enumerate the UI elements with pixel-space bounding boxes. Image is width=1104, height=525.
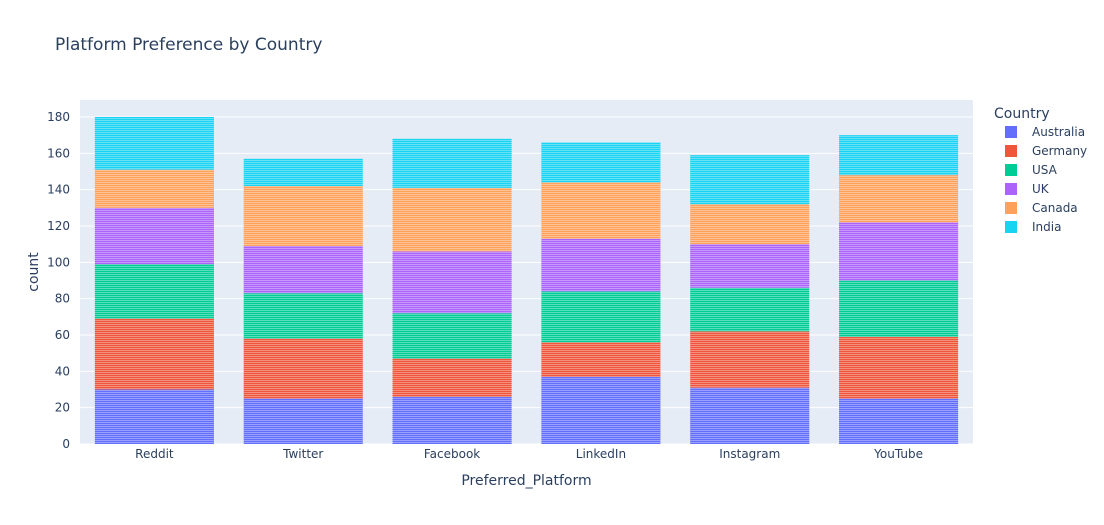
bar-segment-texture [690,287,810,332]
y-tick-labels: 0 20 40 60 80 100 120 140 160 180 [47,110,70,451]
legend-swatch[interactable] [1005,183,1017,195]
bar-segment-texture [690,155,810,205]
bar-segment-texture [839,135,959,176]
bar-segment-texture [541,142,661,183]
bar-segment-texture [243,245,363,294]
legend-swatch[interactable] [1005,145,1017,157]
bar-segment-texture [392,138,512,188]
legend-title: Country [994,106,1050,122]
bar-segment-texture [839,398,959,444]
legend-label[interactable]: India [1032,220,1061,234]
bar-segment-texture [94,318,214,390]
bar-segment-texture [690,204,810,245]
bar-segment-texture [243,398,363,444]
legend-label[interactable]: Germany [1032,144,1087,158]
bar-segment-texture [94,389,214,444]
y-tick-label: 20 [55,401,70,415]
y-tick-label: 160 [47,146,70,160]
legend-label[interactable]: UK [1032,182,1050,196]
gridlines [80,116,973,445]
y-tick-label: 140 [47,183,70,197]
bar-segment-texture [392,187,512,252]
chart-title: Platform Preference by Country [55,35,322,55]
legend-label[interactable]: Canada [1032,201,1078,215]
y-tick-label: 100 [47,255,70,269]
bar-segment-texture [839,175,959,223]
bar-segment-texture [839,222,959,281]
bar-segment-texture [839,336,959,399]
bar-segment-texture [243,158,363,187]
bar-segment-texture [243,293,363,339]
legend-swatch[interactable] [1005,221,1017,233]
x-tick-label: LinkedIn [576,447,626,461]
y-tick-label: 40 [55,364,70,378]
legend-swatch[interactable] [1005,126,1017,138]
plot-area [80,100,973,444]
bar-segment-texture [392,358,512,397]
y-axis-title: count [26,252,42,292]
bar-segment-texture [94,264,214,319]
y-tick-label: 120 [47,219,70,233]
y-tick-label: 80 [55,292,70,306]
x-tick-label: Instagram [719,447,780,461]
bar-segment-texture [94,169,214,208]
legend-label[interactable]: Australia [1032,125,1085,139]
x-tick-labels: Reddit Twitter Facebook LinkedIn Instagram Yo… [135,447,923,461]
bar-segment-texture [690,331,810,388]
bar-segment-texture [243,338,363,399]
legend-swatch[interactable] [1005,202,1017,214]
x-tick-label: Facebook [424,447,480,461]
bar-segment-texture [541,238,661,292]
bar-segment-texture [392,251,512,314]
y-tick-label: 0 [62,437,70,451]
bar-segment-texture [392,313,512,359]
x-tick-label: Reddit [135,447,174,461]
bars [94,117,959,444]
bar-segment-texture [541,342,661,377]
legend-label[interactable]: USA [1032,163,1058,177]
x-tick-label: Twitter [282,447,323,461]
bar-segment-texture [690,244,810,288]
bar-segment-texture [94,117,214,170]
legend: Country Australia Germany USA UK Canada India [994,106,1087,234]
bar-segment-texture [392,396,512,444]
bar-segment-texture [94,207,214,265]
x-axis-title: Preferred_Platform [461,473,591,489]
bar-segment-texture [839,280,959,337]
legend-swatch[interactable] [1005,164,1017,176]
bar-segment-texture [541,291,661,343]
y-tick-label: 180 [47,110,70,124]
y-tick-label: 60 [55,328,70,342]
bar-segment-texture [243,186,363,246]
bar-segment-texture [541,182,661,239]
bar-segment-texture [690,387,810,444]
bar-segment-texture [541,376,661,444]
x-tick-label: YouTube [873,447,923,461]
